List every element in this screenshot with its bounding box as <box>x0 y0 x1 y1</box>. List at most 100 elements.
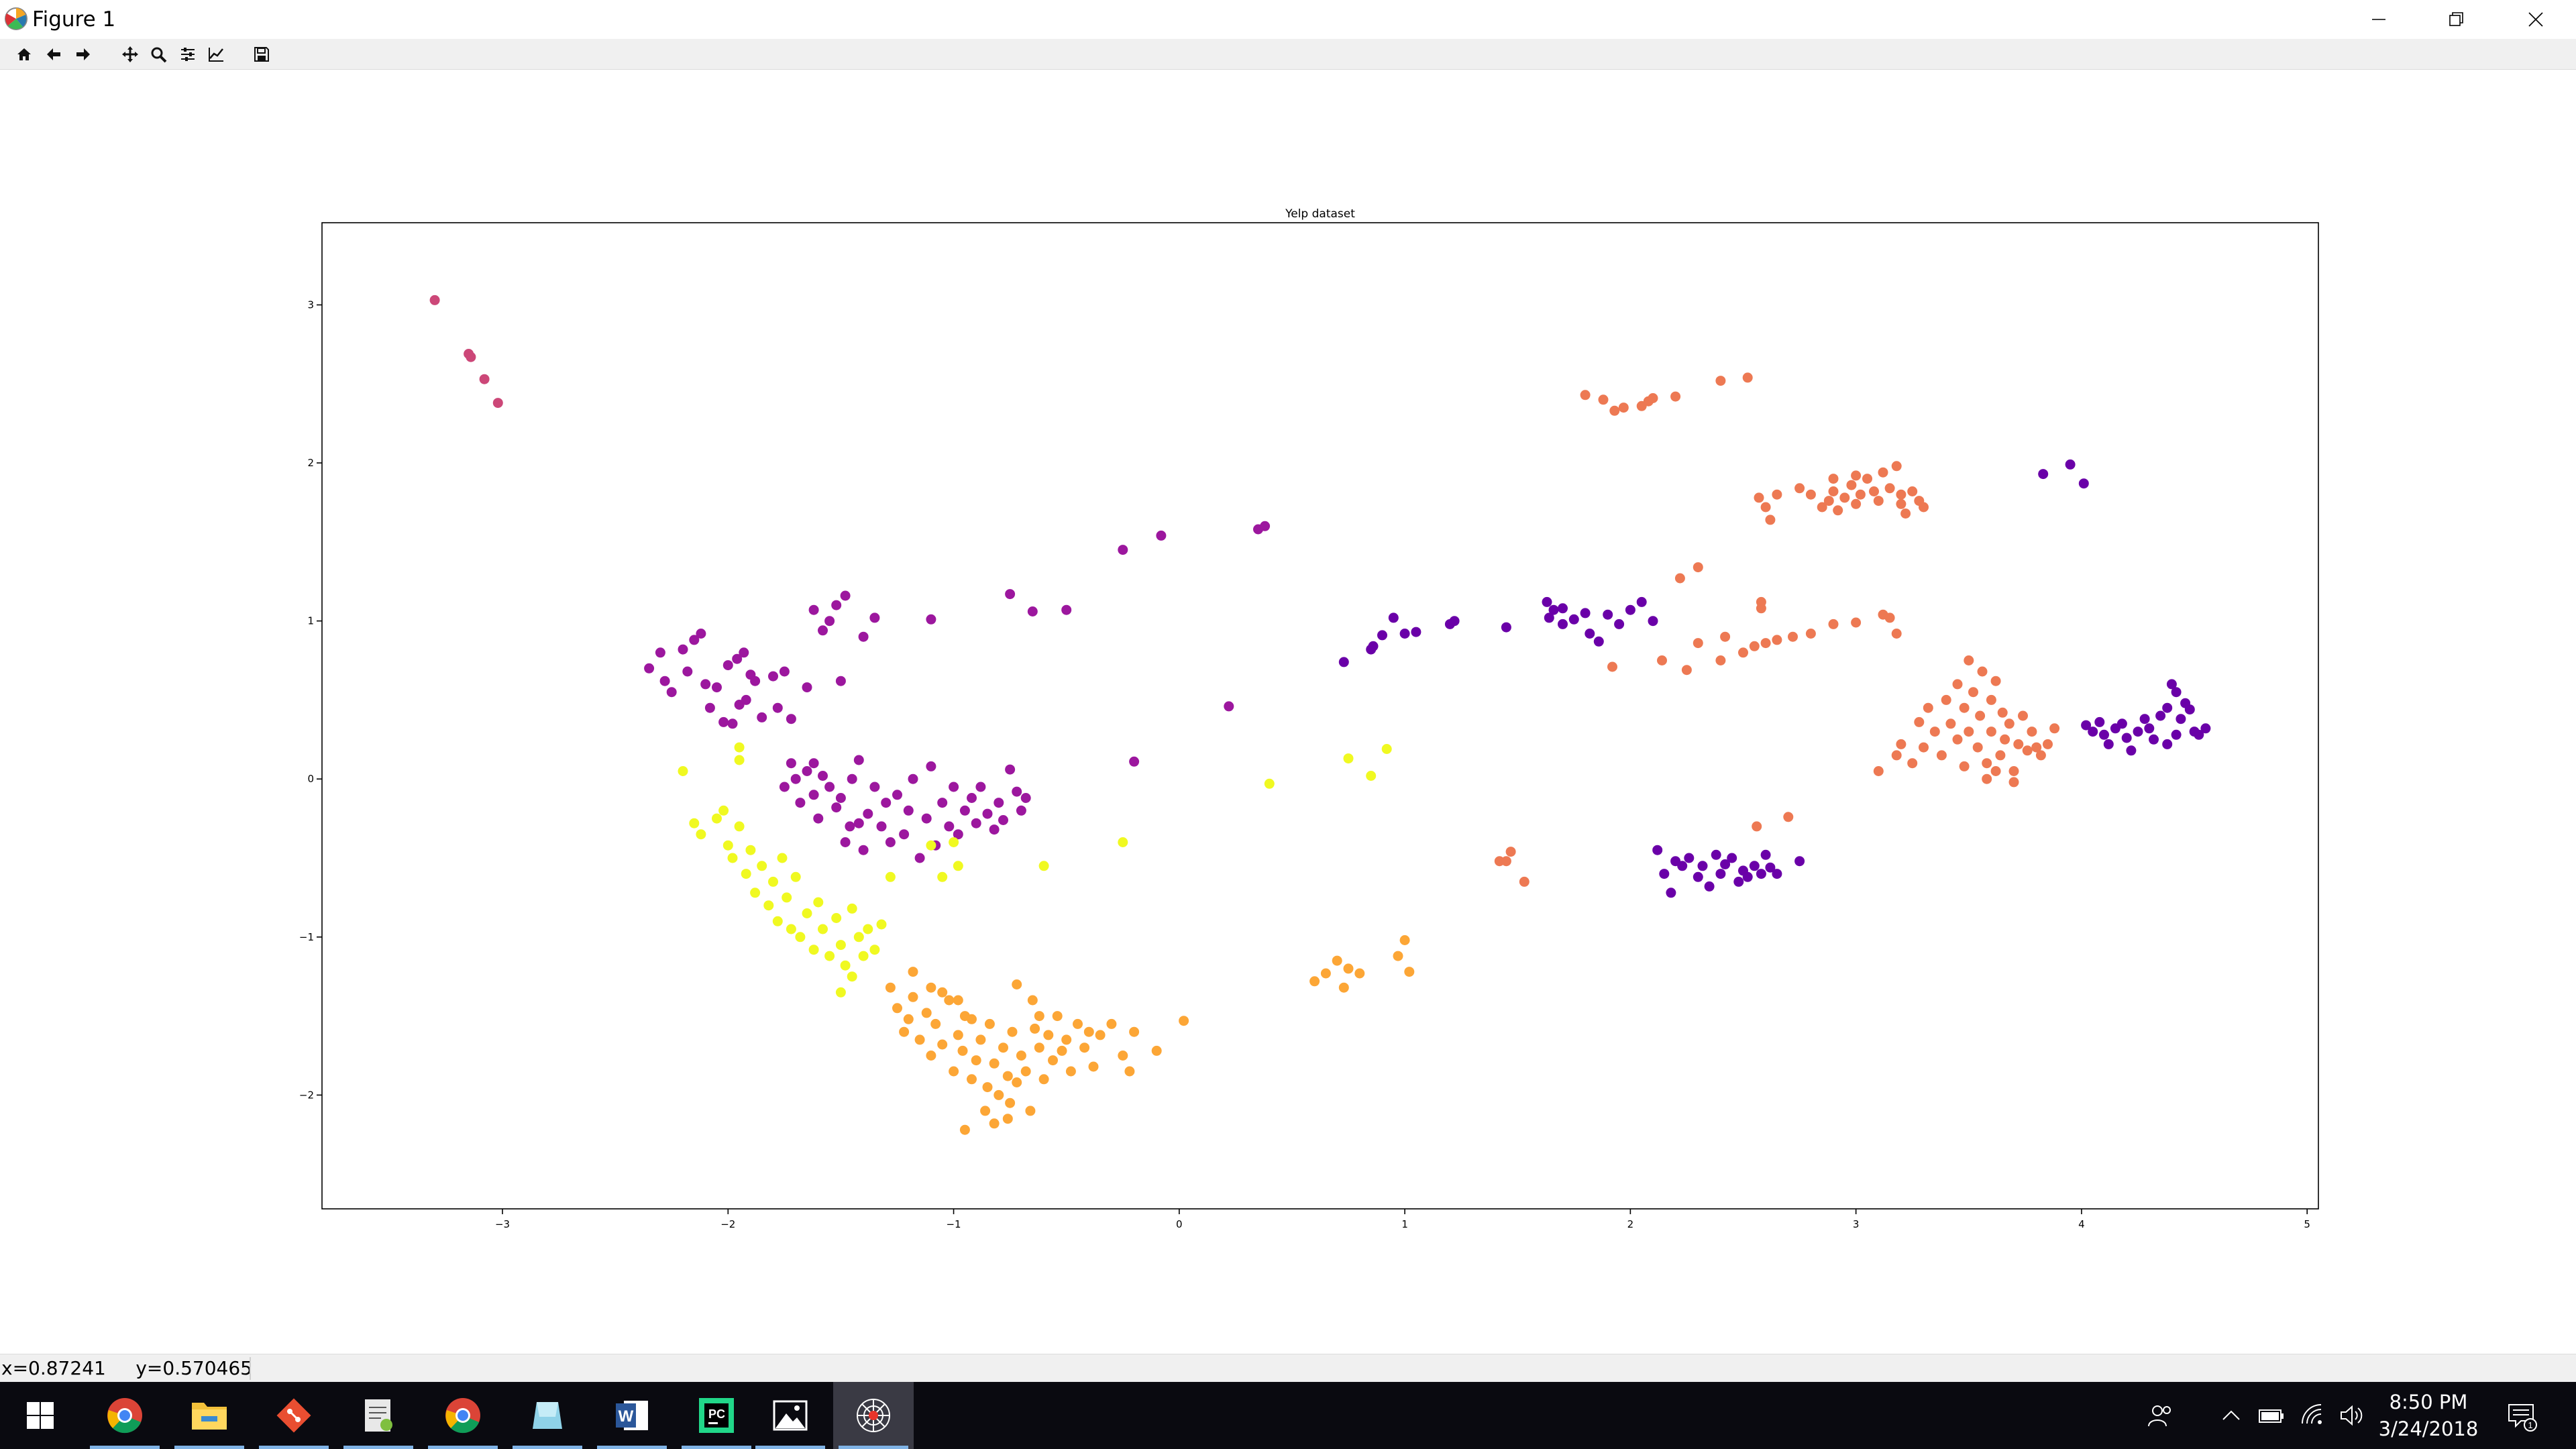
scatter-point <box>2133 727 2143 737</box>
scatter-point <box>734 742 745 753</box>
scatter-point <box>786 924 796 934</box>
taskbar-clock[interactable]: 8:50 PM 3/24/2018 <box>2361 1389 2496 1442</box>
scatter-point <box>1697 861 1708 871</box>
scatter-point <box>1027 995 1038 1006</box>
subplots-button[interactable] <box>174 42 201 67</box>
scatter-point <box>1783 812 1794 822</box>
scatter-point <box>2049 723 2060 734</box>
taskbar-pycharm[interactable]: PC <box>676 1382 757 1449</box>
home-button[interactable] <box>11 42 38 67</box>
taskbar-photos[interactable] <box>750 1382 830 1449</box>
scatter-point <box>1919 742 1929 753</box>
scatter-point <box>885 837 896 847</box>
scatter-point <box>1878 467 1888 478</box>
notepad-plus-icon <box>365 1399 392 1432</box>
axes-frame <box>321 222 2319 1210</box>
scatter-point <box>1607 661 1617 672</box>
people-button[interactable] <box>2133 1382 2187 1449</box>
scatter-point <box>1851 617 1862 628</box>
scatter-point <box>840 590 851 601</box>
volume-button[interactable] <box>2325 1382 2379 1449</box>
zoom-button[interactable] <box>145 42 172 67</box>
x-tick-label: −1 <box>946 1218 961 1230</box>
scatter-point <box>967 1014 977 1024</box>
action-center-button[interactable]: 1 <box>2490 1382 2555 1449</box>
scatter-point <box>1048 1055 1058 1066</box>
scatter-point <box>666 687 677 698</box>
scatter-point <box>1941 694 1951 705</box>
pan-button[interactable] <box>117 42 144 67</box>
scatter-point <box>953 861 963 871</box>
scatter-point <box>831 913 842 923</box>
scatter-point <box>1929 727 1940 737</box>
scatter-point <box>795 798 806 808</box>
scatter-point <box>704 702 715 713</box>
scatter-point <box>1975 710 1986 721</box>
scatter-point <box>1061 1034 1072 1045</box>
scatter-point <box>772 702 783 713</box>
scatter-point <box>953 829 963 840</box>
scatter-point <box>1095 1030 1106 1040</box>
battery-button[interactable] <box>2245 1382 2298 1449</box>
taskbar-spider[interactable] <box>833 1382 914 1449</box>
scatter-point <box>2149 734 2159 745</box>
edit-axis-button[interactable] <box>203 42 229 67</box>
taskbar-word[interactable]: W <box>592 1382 672 1449</box>
network-button[interactable] <box>2286 1382 2340 1449</box>
scatter-point <box>926 982 936 993</box>
scatter-point <box>892 790 902 800</box>
scatter-point <box>959 805 970 816</box>
start-button[interactable] <box>0 1382 80 1449</box>
save-button[interactable] <box>248 42 275 67</box>
pan-icon <box>122 46 138 62</box>
restore-button[interactable] <box>2418 0 2496 39</box>
git-icon <box>276 1398 311 1433</box>
scatter-point <box>1727 853 1737 863</box>
scatter-point <box>1997 707 2008 718</box>
scatter-point <box>998 815 1008 825</box>
scatter-point <box>824 616 835 627</box>
scatter-point <box>1043 1030 1054 1040</box>
taskbar-notepad-plus[interactable] <box>338 1382 419 1449</box>
scatter-point <box>1873 496 1884 506</box>
scatter-point <box>2139 714 2150 724</box>
scatter-point <box>971 818 981 828</box>
scatter-point <box>790 871 801 882</box>
taskbar-chrome-2[interactable] <box>423 1382 503 1449</box>
scatter-point <box>835 940 846 951</box>
running-indicator <box>755 1446 825 1449</box>
scatter-point <box>2184 704 2195 715</box>
scatter-point <box>869 612 880 623</box>
taskbar-chrome[interactable] <box>85 1382 165 1449</box>
scatter-point <box>1684 853 1695 863</box>
scatter-point <box>1568 614 1579 625</box>
scatter-point <box>982 808 993 819</box>
status-divider <box>250 1357 251 1380</box>
scatter-point <box>853 818 864 828</box>
show-hidden-icons-button[interactable] <box>2204 1382 2258 1449</box>
scatter-point <box>949 1066 959 1077</box>
minimize-button[interactable] <box>2340 0 2418 39</box>
scatter-point <box>869 945 880 955</box>
figure-canvas[interactable]: Yelp dataset −3 −2 −1 0 1 2 3 4 5 −2 −1 0 1 2 3 <box>0 70 2576 1354</box>
scatter-point <box>1952 679 1963 690</box>
scatter-point <box>847 773 857 784</box>
taskbar-git[interactable] <box>254 1382 334 1449</box>
taskbar-file-explorer[interactable] <box>169 1382 250 1449</box>
scatter-point <box>1846 480 1857 490</box>
running-indicator <box>682 1446 751 1449</box>
scatter-point <box>967 793 977 803</box>
scatter-point <box>1738 647 1748 658</box>
scatter-point <box>971 1055 981 1066</box>
scatter-point <box>2000 734 2010 745</box>
taskbar-app[interactable] <box>507 1382 588 1449</box>
scatter-point <box>727 853 738 863</box>
back-button[interactable] <box>40 42 67 67</box>
scatter-point <box>1794 483 1805 494</box>
close-button[interactable] <box>2497 0 2575 39</box>
scatter-point <box>1754 492 1764 503</box>
scatter-point <box>1772 635 1782 645</box>
scatter-point <box>659 676 670 686</box>
scatter-point <box>1034 1011 1044 1022</box>
forward-button[interactable] <box>70 42 97 67</box>
